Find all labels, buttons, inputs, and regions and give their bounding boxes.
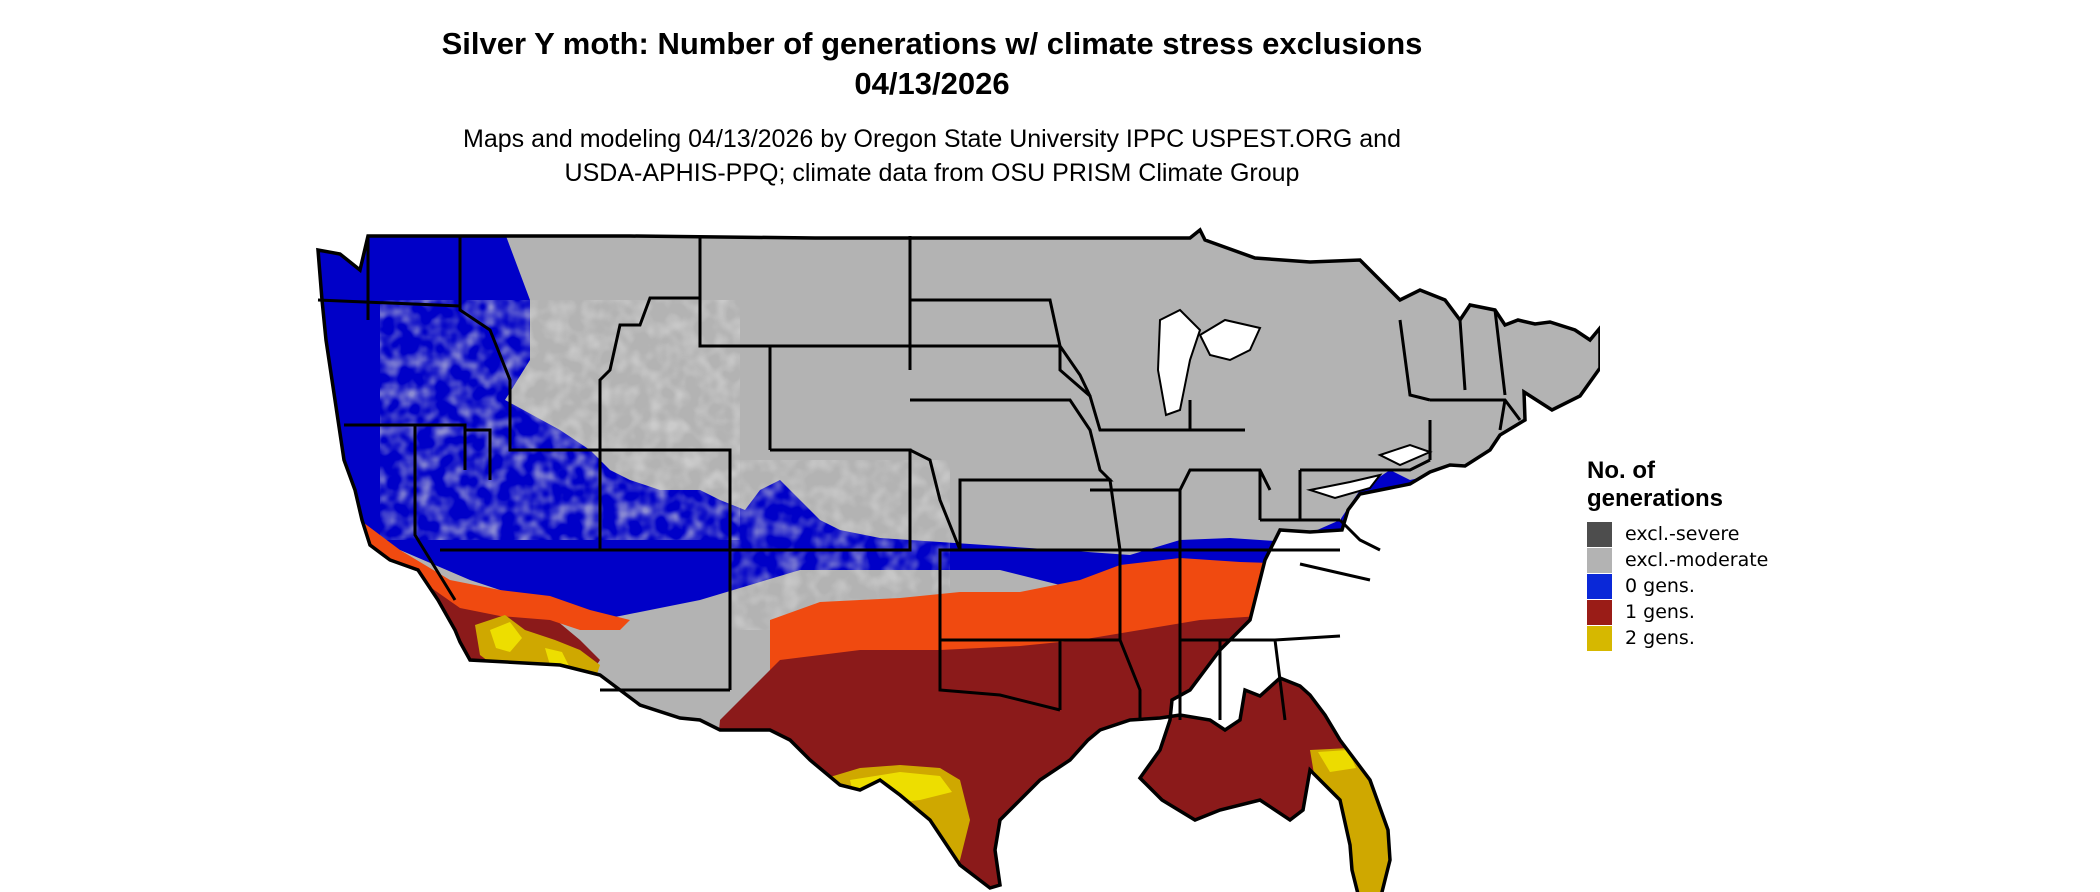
zone-two-gens-southwest-bright [490,622,570,672]
legend-item-excl-severe: excl.-severe [1587,521,1787,547]
state-boundaries [317,236,1522,721]
zone-two-gens-florida-bright [1318,750,1356,772]
title-line-2: 04/13/2026 [854,66,1010,101]
us-generations-map [316,228,1600,892]
legend-title-line-1: No. of [1587,457,1655,484]
legend-item-excl-moderate: excl.-moderate [1587,547,1787,573]
generation-zones [318,230,1600,892]
zone-one-gen-light-southwest [318,520,630,630]
legend-swatch [1587,625,1612,651]
legend-label: 0 gens. [1625,575,1695,597]
great-lakes [1156,308,1433,500]
subtitle-line-2: USDA-APHIS-PPQ; climate data from OSU PR… [564,159,1300,187]
legend-item-two-gens: 2 gens. [1587,625,1787,651]
legend-title: No. of generations [1587,457,1787,513]
legend-title-line-2: generations [1587,485,1724,512]
legend-item-one-gen: 1 gens. [1587,599,1787,625]
legend-label: 1 gens. [1625,601,1695,623]
map-subtitle: Maps and modeling 04/13/2026 by Oregon S… [0,122,1864,190]
legend-swatch [1587,547,1612,573]
map-title: Silver Y moth: Number of generations w/ … [0,24,1864,104]
legend-label: excl.-moderate [1625,549,1769,571]
legend-swatch [1587,599,1612,625]
map-legend: No. of generations excl.-severe excl.-mo… [1587,457,1787,651]
legend-label: 2 gens. [1625,627,1695,649]
legend-label: excl.-severe [1625,523,1740,545]
legend-swatch [1587,573,1612,599]
legend-item-zero-gens: 0 gens. [1587,573,1787,599]
subtitle-line-1: Maps and modeling 04/13/2026 by Oregon S… [463,125,1401,153]
legend-swatch [1587,521,1612,547]
title-line-1: Silver Y moth: Number of generations w/ … [441,26,1423,61]
zone-mixed-speckle [380,300,740,540]
